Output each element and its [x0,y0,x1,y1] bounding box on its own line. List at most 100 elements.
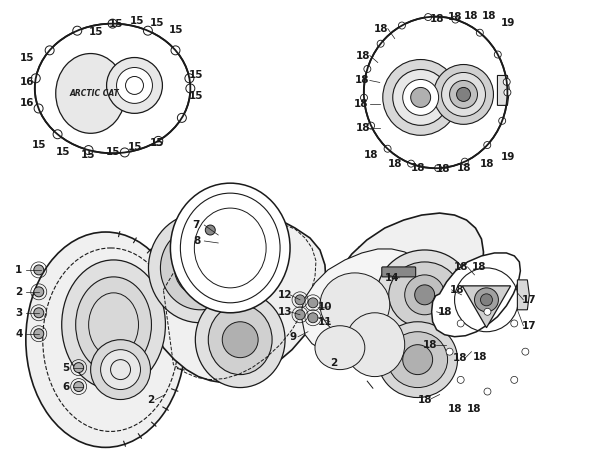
Circle shape [45,46,54,55]
Circle shape [185,74,194,83]
Text: 14: 14 [384,273,399,283]
Text: 15: 15 [189,91,204,102]
Text: 15: 15 [88,27,103,37]
Text: 19: 19 [501,18,515,28]
Circle shape [308,313,318,323]
Text: 18: 18 [417,395,432,405]
Polygon shape [498,76,509,105]
Text: 18: 18 [356,50,370,60]
Circle shape [382,59,458,135]
Text: 2: 2 [147,395,154,405]
Text: 10: 10 [318,302,332,312]
Circle shape [476,29,483,36]
Text: 2: 2 [330,358,338,368]
Circle shape [461,158,468,165]
Circle shape [186,84,195,93]
Text: 18: 18 [364,150,378,160]
Circle shape [53,130,62,139]
Text: 18: 18 [453,352,468,362]
Circle shape [91,340,151,399]
Ellipse shape [170,183,290,313]
Circle shape [377,40,384,47]
Circle shape [411,87,431,107]
Text: 6: 6 [62,381,69,391]
Polygon shape [462,286,510,328]
Text: 11: 11 [318,317,332,327]
Circle shape [425,14,431,20]
Text: 15: 15 [110,19,124,28]
Circle shape [457,320,464,327]
Circle shape [106,57,162,114]
Ellipse shape [315,326,365,370]
Ellipse shape [195,292,285,388]
Text: ARCTIC CAT: ARCTIC CAT [70,89,119,98]
Text: 15: 15 [56,147,70,157]
Circle shape [84,146,93,154]
Circle shape [205,225,215,235]
Text: 18: 18 [373,24,388,34]
Circle shape [403,79,439,115]
Ellipse shape [149,213,252,323]
Circle shape [222,322,258,358]
Circle shape [398,22,405,29]
Text: 15: 15 [20,53,34,63]
Circle shape [483,142,491,149]
Circle shape [474,288,498,312]
Text: 18: 18 [430,14,444,24]
Circle shape [143,26,152,35]
Text: 17: 17 [522,295,537,305]
Circle shape [415,285,435,305]
Circle shape [188,256,212,280]
Circle shape [403,345,433,375]
Text: 16: 16 [20,77,34,87]
Ellipse shape [378,322,458,398]
Text: 18: 18 [450,285,465,295]
Circle shape [504,89,511,96]
Text: 18: 18 [435,164,450,174]
Text: 9: 9 [289,332,297,342]
Circle shape [34,329,44,339]
Text: 12: 12 [278,290,293,300]
Ellipse shape [345,313,405,377]
Ellipse shape [208,305,272,375]
Text: 5: 5 [62,362,69,372]
Circle shape [480,294,493,306]
Text: 15: 15 [32,140,46,150]
Circle shape [171,46,180,55]
Polygon shape [151,212,326,382]
Circle shape [120,148,129,157]
Text: 4: 4 [15,329,23,339]
Text: 15: 15 [105,147,120,157]
Text: 18: 18 [454,262,469,272]
Text: 15: 15 [150,18,165,28]
Text: 16: 16 [20,98,34,108]
Text: 15: 15 [150,138,165,148]
Ellipse shape [389,262,461,328]
Text: 17: 17 [522,321,537,331]
Circle shape [384,145,391,152]
Polygon shape [517,280,529,310]
Text: 13: 13 [278,307,293,317]
FancyBboxPatch shape [382,267,416,277]
Ellipse shape [160,226,240,310]
Circle shape [31,74,40,83]
Text: 15: 15 [130,16,145,26]
Circle shape [393,69,449,125]
Circle shape [100,350,141,389]
Text: 15: 15 [80,150,95,160]
Circle shape [484,388,491,395]
Circle shape [73,26,82,35]
Text: 19: 19 [501,152,515,162]
Circle shape [73,362,84,372]
Circle shape [511,320,518,327]
Circle shape [503,78,510,86]
Text: 18: 18 [354,99,368,109]
Ellipse shape [26,232,185,447]
Circle shape [308,298,318,308]
Text: 15: 15 [189,70,204,80]
Circle shape [442,73,485,116]
Circle shape [108,19,117,28]
Text: 18: 18 [472,262,487,272]
Ellipse shape [62,260,165,390]
Ellipse shape [388,332,447,388]
